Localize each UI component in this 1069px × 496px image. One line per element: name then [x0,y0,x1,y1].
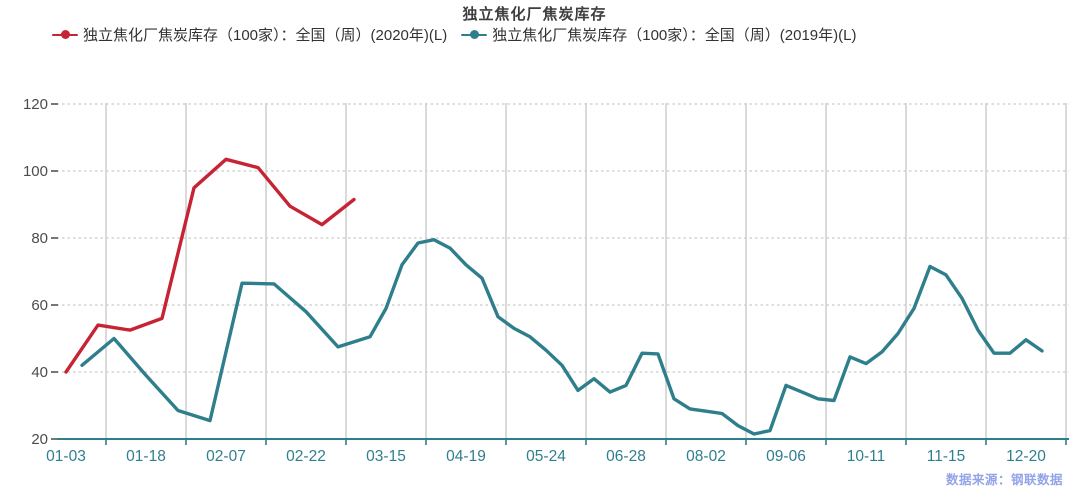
data-source-note: 数据来源：钢联数据 [945,473,1063,487]
x-tick-label: 01-03 [46,448,86,465]
x-tick-label: 10-11 [847,448,886,465]
x-tick-label: 05-24 [526,448,566,465]
x-tick-label: 04-19 [446,448,486,465]
legend-line-dot-icon [52,30,78,40]
legend-label-2019: 独立焦化厂焦炭库存（100家）：全国（周）(2019年)(L) [492,27,857,44]
y-tick-label: 80 [31,230,48,247]
x-tick-label: 09-06 [766,448,806,465]
x-tick-label: 06-28 [606,448,646,465]
y-tick-label: 40 [31,364,48,381]
chart-title: 独立焦化厂焦炭库存 [462,6,607,23]
x-tick-label: 12-20 [1006,448,1046,465]
y-tick-label: 100 [23,163,48,180]
y-tick-label: 60 [31,297,48,314]
legend-entry-2020[interactable]: 独立焦化厂焦炭库存（100家）：全国（周）(2020年)(L) [52,24,447,45]
x-tick-label: 11-15 [927,448,966,465]
legend-entry-2019[interactable]: 独立焦化厂焦炭库存（100家）：全国（周）(2019年)(L) [461,24,856,45]
x-tick-label: 01-18 [126,448,166,465]
x-tick-label: 02-07 [206,448,246,465]
x-tick-label: 03-15 [366,448,406,465]
x-tick-label: 08-02 [686,448,726,465]
chart-legend: 独立焦化厂焦炭库存（100家）：全国（周）(2020年)(L) 独立焦化厂焦炭库… [52,24,856,45]
legend-label-2020: 独立焦化厂焦炭库存（100家）：全国（周）(2020年)(L) [83,27,448,44]
legend-line-dot-icon [461,30,488,40]
x-tick-label: 02-22 [286,448,326,465]
series-line-2020 [64,157,356,374]
y-tick-label: 20 [31,431,48,448]
series-line-2019 [80,237,1044,436]
y-tick-label: 120 [23,96,48,113]
